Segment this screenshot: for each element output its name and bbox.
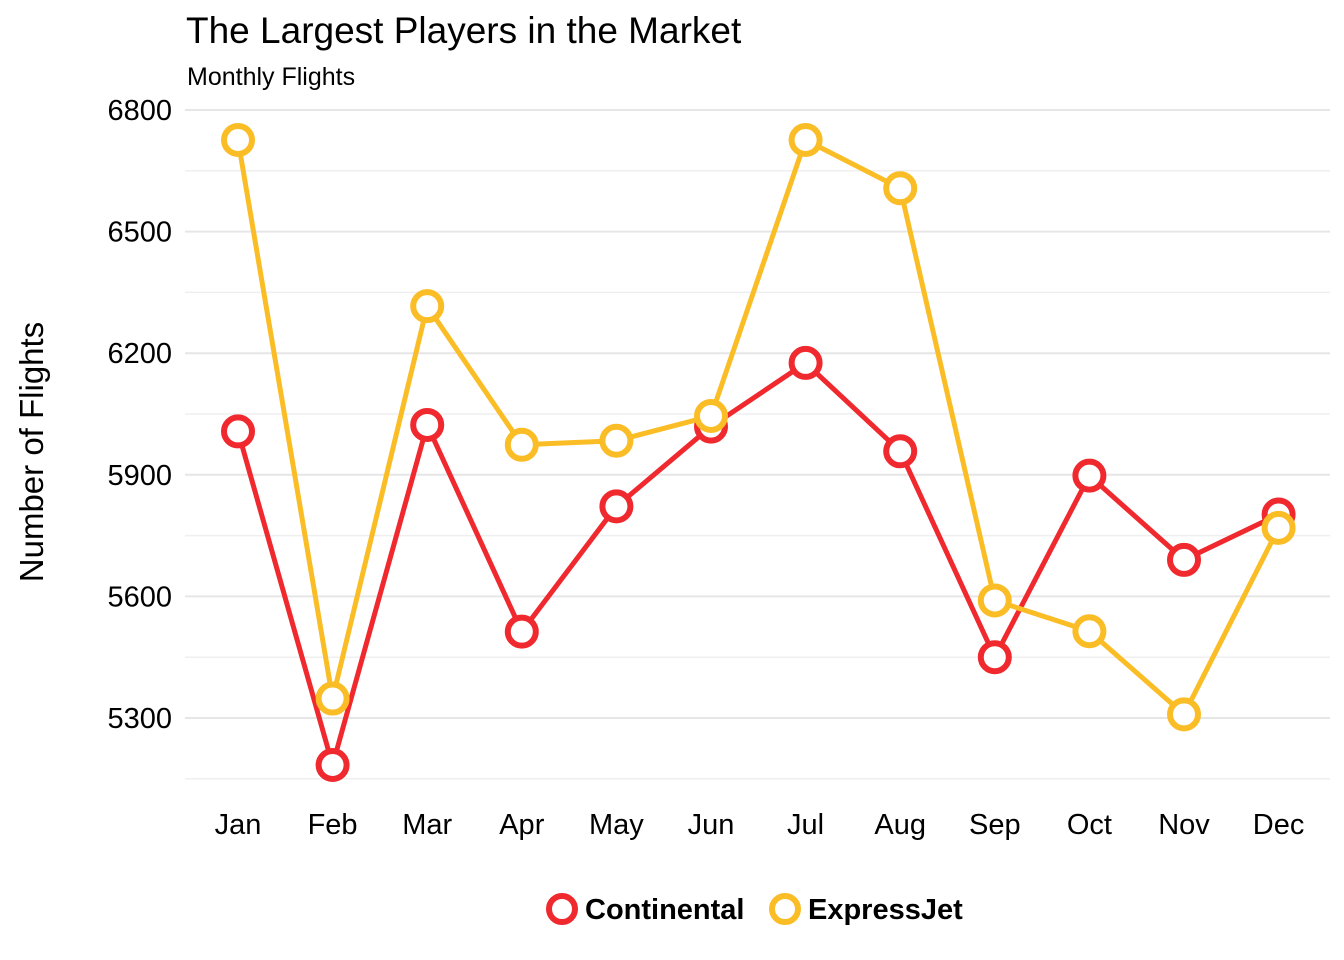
y-tick-label: 5300: [107, 703, 172, 735]
legend-label: ExpressJet: [808, 894, 963, 926]
data-point: [221, 414, 255, 449]
x-tick-label: Dec: [1253, 809, 1305, 841]
chart-subtitle: Monthly Flights: [187, 63, 356, 91]
x-tick-label: Nov: [1158, 809, 1210, 841]
y-tick-label: 6800: [107, 95, 172, 127]
x-tick-label: Jan: [215, 809, 262, 841]
y-axis: 5300 5600 5900 6200 6500 6800: [107, 95, 172, 735]
x-tick-label: Mar: [402, 809, 452, 841]
y-tick-label: 5600: [107, 581, 172, 613]
x-tick-label: Jul: [787, 809, 824, 841]
legend-item: ExpressJet: [769, 893, 963, 926]
series-expressjet: [221, 122, 1296, 732]
data-point: [315, 748, 350, 783]
data-point: [788, 345, 823, 380]
y-tick-label: 5900: [107, 460, 172, 492]
x-axis: Jan Feb Mar Apr May Jun Jul Aug Sep Oct Nov Dec: [215, 809, 1305, 841]
x-tick-label: May: [589, 809, 644, 841]
data-point: [504, 427, 539, 462]
y-tick-label: 6200: [107, 338, 172, 370]
data-point: [694, 399, 728, 434]
data-point: [599, 489, 634, 524]
data-point: [410, 289, 445, 324]
x-tick-label: Feb: [308, 809, 358, 841]
data-point: [977, 583, 1012, 618]
data-point: [883, 171, 918, 206]
data-point: [1167, 697, 1201, 732]
data-point: [221, 122, 255, 157]
data-point: [410, 407, 445, 442]
y-tick-label: 6500: [107, 217, 172, 249]
x-tick-label: Oct: [1067, 809, 1112, 841]
data-point: [1072, 614, 1107, 649]
data-point: [599, 423, 634, 458]
chart-title: The Largest Players in the Market: [186, 10, 742, 51]
x-tick-label: Sep: [969, 809, 1021, 841]
legend-label: Continental: [585, 894, 745, 926]
grid-lines: [185, 109, 1330, 780]
data-point: [883, 434, 918, 469]
data-point: [504, 614, 539, 649]
x-tick-label: Apr: [499, 809, 544, 841]
legend: Continental ExpressJet: [546, 893, 963, 926]
series-line: [235, 137, 1282, 717]
legend-item: Continental: [546, 893, 745, 926]
data-point: [788, 122, 823, 157]
data-point: [1167, 542, 1201, 577]
data-point: [315, 681, 350, 716]
y-axis-title: Number of Flights: [13, 322, 50, 582]
series-lines: [221, 122, 1296, 783]
data-point: [977, 640, 1012, 675]
series-line: [235, 360, 1282, 768]
data-point: [1072, 458, 1107, 493]
series-continental: [221, 345, 1296, 783]
x-tick-label: Aug: [874, 809, 926, 841]
legend-key: [769, 893, 801, 925]
data-point: [1261, 510, 1296, 545]
legend-key: [546, 893, 578, 925]
x-tick-label: Jun: [688, 809, 735, 841]
